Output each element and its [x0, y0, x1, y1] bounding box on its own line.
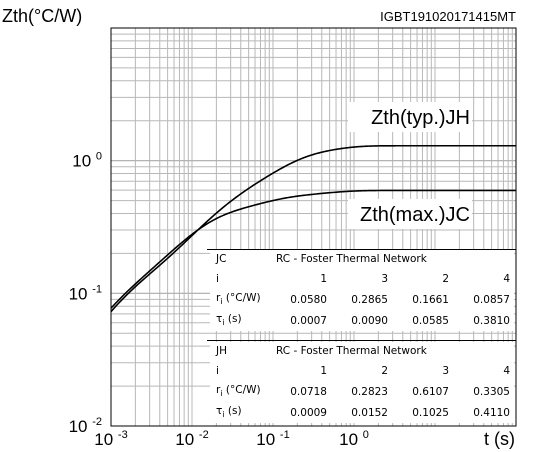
zth-max-jc-line — [110, 189, 516, 309]
x-axis-label: t (s) — [484, 429, 515, 449]
cell: 0.2823 — [351, 385, 388, 398]
tick-labels: 10 -3 10 -2 10 -1 10 010 -210 -110 0 — [69, 151, 369, 449]
curves — [110, 144, 516, 313]
cell: 0.6107 — [412, 385, 449, 398]
cell: 4 — [503, 272, 510, 285]
y-axis-label: Zth(°C/W) — [2, 6, 82, 26]
table-title: RC - Foster Thermal Network — [276, 345, 427, 357]
table-id: JC — [216, 253, 227, 265]
cell: 0.3810 — [473, 314, 510, 327]
cell: 3 — [381, 272, 388, 285]
cell: 0.4110 — [473, 406, 510, 419]
cell: 0.1661 — [412, 293, 449, 306]
table-row-r: ri (°C/W) 0.0718 0.2823 0.6107 0.3305 — [210, 381, 514, 402]
row-label-r: ri (°C/W) — [216, 384, 261, 399]
series-labels: Zth(typ.)JH Zth(max.)JC — [348, 102, 472, 229]
cell: 0.0718 — [290, 385, 327, 398]
y-tick-label: 10 0 — [72, 151, 102, 171]
table-separator-top — [207, 249, 516, 250]
zth-typ-jh-line — [110, 144, 516, 313]
y-tick-label: 10 -2 — [69, 416, 102, 436]
plot-frame — [110, 27, 517, 427]
table-title: RC - Foster Thermal Network — [276, 253, 427, 265]
table-id: JH — [216, 345, 227, 357]
cell: 0.0580 — [290, 293, 327, 306]
cell: 0.0152 — [351, 406, 388, 419]
row-label-tau: τi (s) — [216, 405, 242, 420]
cell: 1 — [320, 364, 327, 377]
cell: 0.1025 — [412, 406, 449, 419]
cell: 0.0090 — [351, 314, 388, 327]
row-label-i: i — [216, 272, 219, 285]
x-tick-label: 10 -3 — [94, 429, 127, 449]
cell: 0.3305 — [473, 385, 510, 398]
row-label-tau: τi (s) — [216, 313, 242, 328]
cell: 0.0585 — [412, 314, 449, 327]
series-label-bg — [348, 102, 472, 132]
x-tick-label: 10 -1 — [256, 429, 289, 449]
table-header: JC RC - Foster Thermal Network — [210, 250, 514, 268]
x-tick-label: 10 0 — [339, 429, 369, 449]
table-jh: JH RC - Foster Thermal Network i 1 2 3 4… — [210, 342, 514, 423]
row-label-r: ri (°C/W) — [216, 292, 261, 307]
table-row-tau: τi (s) 0.0009 0.0152 0.1025 0.4110 — [210, 402, 514, 423]
table-row-i: i 1 3 2 4 — [210, 268, 514, 289]
x-tick-label: 10 -2 — [175, 429, 208, 449]
cell: 3 — [442, 364, 449, 377]
cell: 0.2865 — [351, 293, 388, 306]
series-label: Zth(max.)JC — [360, 204, 470, 226]
table-row-r: ri (°C/W) 0.0580 0.2865 0.1661 0.0857 — [210, 289, 514, 310]
cell: 2 — [442, 272, 449, 285]
cell: 0.0007 — [290, 314, 327, 327]
series-label: Zth(typ.)JH — [371, 107, 470, 129]
cell: 1 — [320, 272, 327, 285]
cell: 4 — [503, 364, 510, 377]
annotation-code: IGBT191020171415MT — [380, 9, 516, 24]
cell: 2 — [381, 364, 388, 377]
table-header: JH RC - Foster Thermal Network — [210, 342, 514, 360]
table-separator-bottom — [207, 340, 516, 341]
table-jc: JC RC - Foster Thermal Network i 1 3 2 4… — [210, 250, 514, 331]
cell: 0.0009 — [290, 406, 327, 419]
table-row-i: i 1 2 3 4 — [210, 360, 514, 381]
table-row-tau: τi (s) 0.0007 0.0090 0.0585 0.3810 — [210, 310, 514, 331]
cell: 0.0857 — [473, 293, 510, 306]
series-label-bg — [348, 199, 472, 229]
row-label-i: i — [216, 364, 219, 377]
y-tick-label: 10 -1 — [69, 283, 102, 303]
